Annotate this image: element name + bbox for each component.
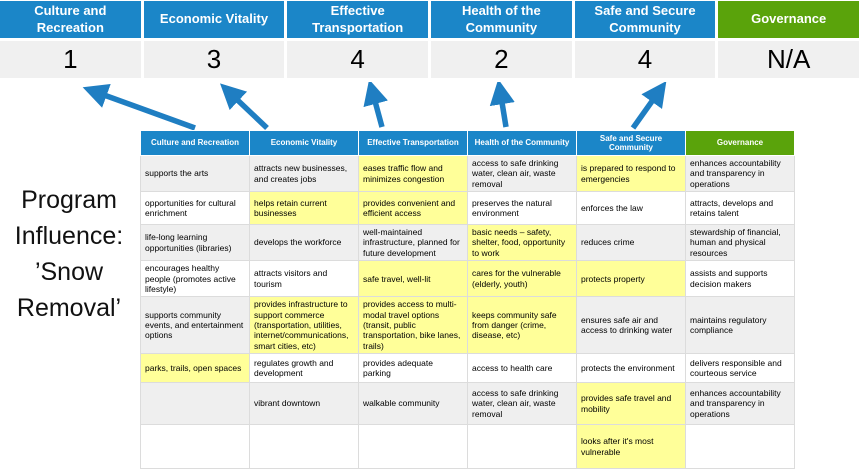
up-arrow-icon: [489, 82, 515, 128]
matrix-row-7: vibrant downtown walkable community access…: [140, 382, 795, 426]
matrix-row-2: opportunities for cultural enrichment hel…: [140, 191, 795, 226]
matrix-cell: safe travel, well-lit: [358, 260, 468, 298]
matrix-cell: supports community events, and entertain…: [140, 296, 250, 355]
matrix-cell: reduces crime: [576, 224, 686, 262]
matrix-header-0: Culture and Recreation: [140, 130, 250, 156]
matrix-cell: provides infrastructure to support comme…: [249, 296, 359, 355]
matrix-header-2: Effective Transportation: [358, 130, 468, 156]
summary-score-4: 4: [574, 41, 716, 78]
slide-title-line: Influence:: [14, 222, 124, 250]
matrix-cell: keeps community safe from danger (crime,…: [467, 296, 577, 355]
matrix-cell: enhances accountability and transparency…: [685, 382, 795, 426]
matrix-cell: provides safe travel and mobility: [576, 382, 686, 426]
summary-header-3: Health of the Community: [431, 1, 572, 38]
matrix-cell: eases traffic flow and minimizes congest…: [358, 154, 468, 193]
summary-header-2: Effective Transportation: [287, 1, 428, 38]
matrix-cell: life-long learning opportunities (librar…: [140, 224, 250, 262]
matrix-cell: preserves the natural environment: [467, 191, 577, 226]
matrix-cell: ensures safe air and access to drinking …: [576, 296, 686, 355]
matrix-cell: stewardship of financial, human and phys…: [685, 224, 795, 262]
matrix-cell: protects property: [576, 260, 686, 298]
matrix-cell: enhances accountability and transparency…: [685, 154, 795, 193]
matrix-cell: [140, 382, 250, 426]
matrix-header-1: Economic Vitality: [249, 130, 359, 156]
matrix-cell: access to safe drinking water, clean air…: [467, 154, 577, 193]
summary-header-0: Culture and Recreation: [0, 1, 141, 38]
matrix-cell: walkable community: [358, 382, 468, 426]
summary-score-row: 1 3 4 2 4 N/A: [0, 41, 859, 78]
matrix-cell: helps retain current businesses: [249, 191, 359, 226]
matrix-cell: [467, 424, 577, 469]
matrix-cell: provides access to multi-modal travel op…: [358, 296, 468, 355]
matrix-row-5: supports community events, and entertain…: [140, 296, 795, 355]
matrix-cell: is prepared to respond to emergencies: [576, 154, 686, 193]
matrix-cell: attracts visitors and tourism: [249, 260, 359, 298]
up-right-arrow-icon: [630, 82, 667, 130]
up-left-arrow-icon: [220, 83, 269, 130]
summary-score-0: 1: [0, 41, 141, 78]
matrix-cell: parks, trails, open spaces: [140, 353, 250, 384]
summary-score-3: 2: [431, 41, 572, 78]
matrix-header-5: Governance: [685, 130, 795, 156]
matrix-row-3: life-long learning opportunities (librar…: [140, 224, 795, 262]
summary-header-1: Economic Vitality: [143, 1, 285, 38]
influence-matrix: Culture and Recreation Economic Vitality E…: [140, 130, 795, 469]
slide-title-line: Program: [21, 186, 117, 214]
matrix-cell: protects the environment: [576, 353, 686, 384]
matrix-body: supports the arts attracts new businesses…: [140, 154, 795, 469]
matrix-row-4: encourages healthy people (promotes acti…: [140, 260, 795, 298]
matrix-header-4: Safe and Secure Community: [576, 130, 686, 156]
summary-header-5: Governance: [718, 1, 859, 38]
matrix-cell: access to health care: [467, 353, 577, 384]
matrix-cell: develops the workforce: [249, 224, 359, 262]
matrix-cell: well-maintained infrastructure, planned …: [358, 224, 468, 262]
matrix-cell: vibrant downtown: [249, 382, 359, 426]
matrix-cell: [140, 424, 250, 469]
matrix-cell: provides convenient and efficient access: [358, 191, 468, 226]
matrix-cell: supports the arts: [140, 154, 250, 193]
summary-score-5: N/A: [718, 41, 859, 78]
matrix-cell: opportunities for cultural enrichment: [140, 191, 250, 226]
matrix-cell: provides adequate parking: [358, 353, 468, 384]
matrix-header-row: Culture and Recreation Economic Vitality E…: [140, 130, 795, 156]
matrix-row-6: parks, trails, open spaces regulates grow…: [140, 353, 795, 384]
matrix-cell: [685, 424, 795, 469]
up-left-arrow-icon: [82, 83, 196, 131]
matrix-row-8: looks after it's most vulnerable: [140, 424, 795, 469]
summary-header-4: Safe and Secure Community: [574, 1, 716, 38]
matrix-cell: [358, 424, 468, 469]
matrix-cell: encourages healthy people (promotes acti…: [140, 260, 250, 298]
matrix-cell: looks after it's most vulnerable: [576, 424, 686, 469]
summary-banner: Culture and Recreation Economic Vitality E…: [0, 1, 859, 38]
matrix-cell: enforces the law: [576, 191, 686, 226]
summary-score-2: 4: [287, 41, 428, 78]
matrix-cell: maintains regulatory compliance: [685, 296, 795, 355]
matrix-cell: assists and supports decision makers: [685, 260, 795, 298]
matrix-row-1: supports the arts attracts new businesses…: [140, 154, 795, 193]
matrix-header-3: Health of the Community: [467, 130, 577, 156]
slide-title-line: Removal’: [16, 294, 122, 322]
matrix-cell: regulates growth and development: [249, 353, 359, 384]
matrix-cell: cares for the vulnerable (elderly, youth…: [467, 260, 577, 298]
slide-title: Program Influence: ’Snow Removal’: [0, 182, 138, 326]
matrix-cell: [249, 424, 359, 469]
matrix-cell: access to safe drinking water, clean air…: [467, 382, 577, 426]
matrix-cell: delivers responsible and courteous servi…: [685, 353, 795, 384]
up-arrow-icon: [363, 82, 388, 128]
slide-title-line: ’Snow: [34, 258, 104, 286]
matrix-cell: attracts, develops and retains talent: [685, 191, 795, 226]
influence-arrows: [82, 82, 667, 131]
matrix-cell: basic needs – safety, shelter, food, opp…: [467, 224, 577, 262]
summary-score-1: 3: [143, 41, 285, 78]
matrix-cell: attracts new businesses, and creates job…: [249, 154, 359, 193]
